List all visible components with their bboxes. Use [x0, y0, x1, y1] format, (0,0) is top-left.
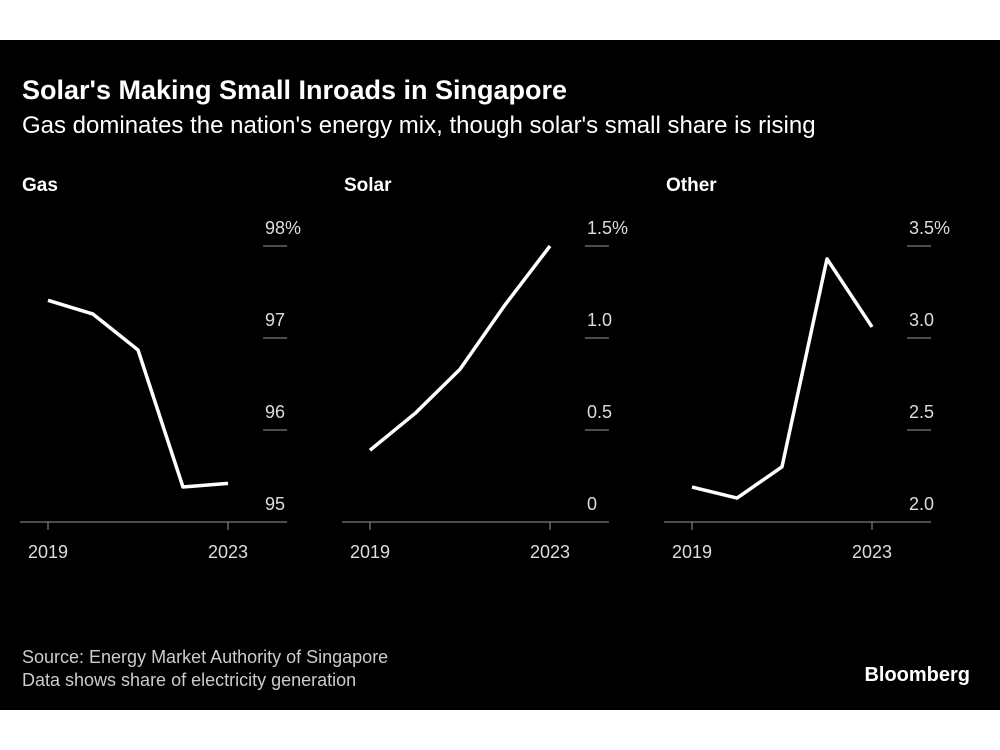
- x-tick-label: 2019: [28, 542, 68, 562]
- source: Source: Energy Market Authority of Singa…: [22, 647, 388, 667]
- y-tick-label: 97: [265, 310, 285, 330]
- panel-title: Gas: [22, 175, 58, 196]
- x-tick-label: 2019: [350, 542, 390, 562]
- y-tick-label: 96: [265, 402, 285, 422]
- title: Solar's Making Small Inroads in Singapor…: [22, 75, 567, 105]
- x-tick-label: 2023: [530, 542, 570, 562]
- y-tick-label: 3.0: [909, 310, 934, 330]
- y-tick-label: 98%: [265, 218, 301, 238]
- x-tick-label: 2019: [672, 542, 712, 562]
- data-line: [368, 244, 552, 452]
- background: [0, 40, 1000, 710]
- panel-title: Solar: [344, 175, 392, 196]
- y-tick-label: 3.5%: [909, 218, 950, 238]
- y-tick-label: 1.0: [587, 310, 612, 330]
- y-tick-label: 2.0: [909, 494, 934, 514]
- y-tick-label: 95: [265, 494, 285, 514]
- y-tick-label: 0: [587, 494, 597, 514]
- data-line: [47, 298, 229, 489]
- y-tick-label: 1.5%: [587, 218, 628, 238]
- panel-title: Other: [666, 175, 717, 196]
- x-tick-label: 2023: [208, 542, 248, 562]
- brand: Bloomberg: [864, 664, 970, 686]
- note: Data shows share of electricity generati…: [22, 670, 356, 690]
- data-line: [691, 257, 874, 500]
- y-tick-label: 0.5: [587, 402, 612, 422]
- y-tick-label: 2.5: [909, 402, 934, 422]
- subtitle: Gas dominates the nation's energy mix, t…: [22, 112, 816, 139]
- x-tick-label: 2023: [852, 542, 892, 562]
